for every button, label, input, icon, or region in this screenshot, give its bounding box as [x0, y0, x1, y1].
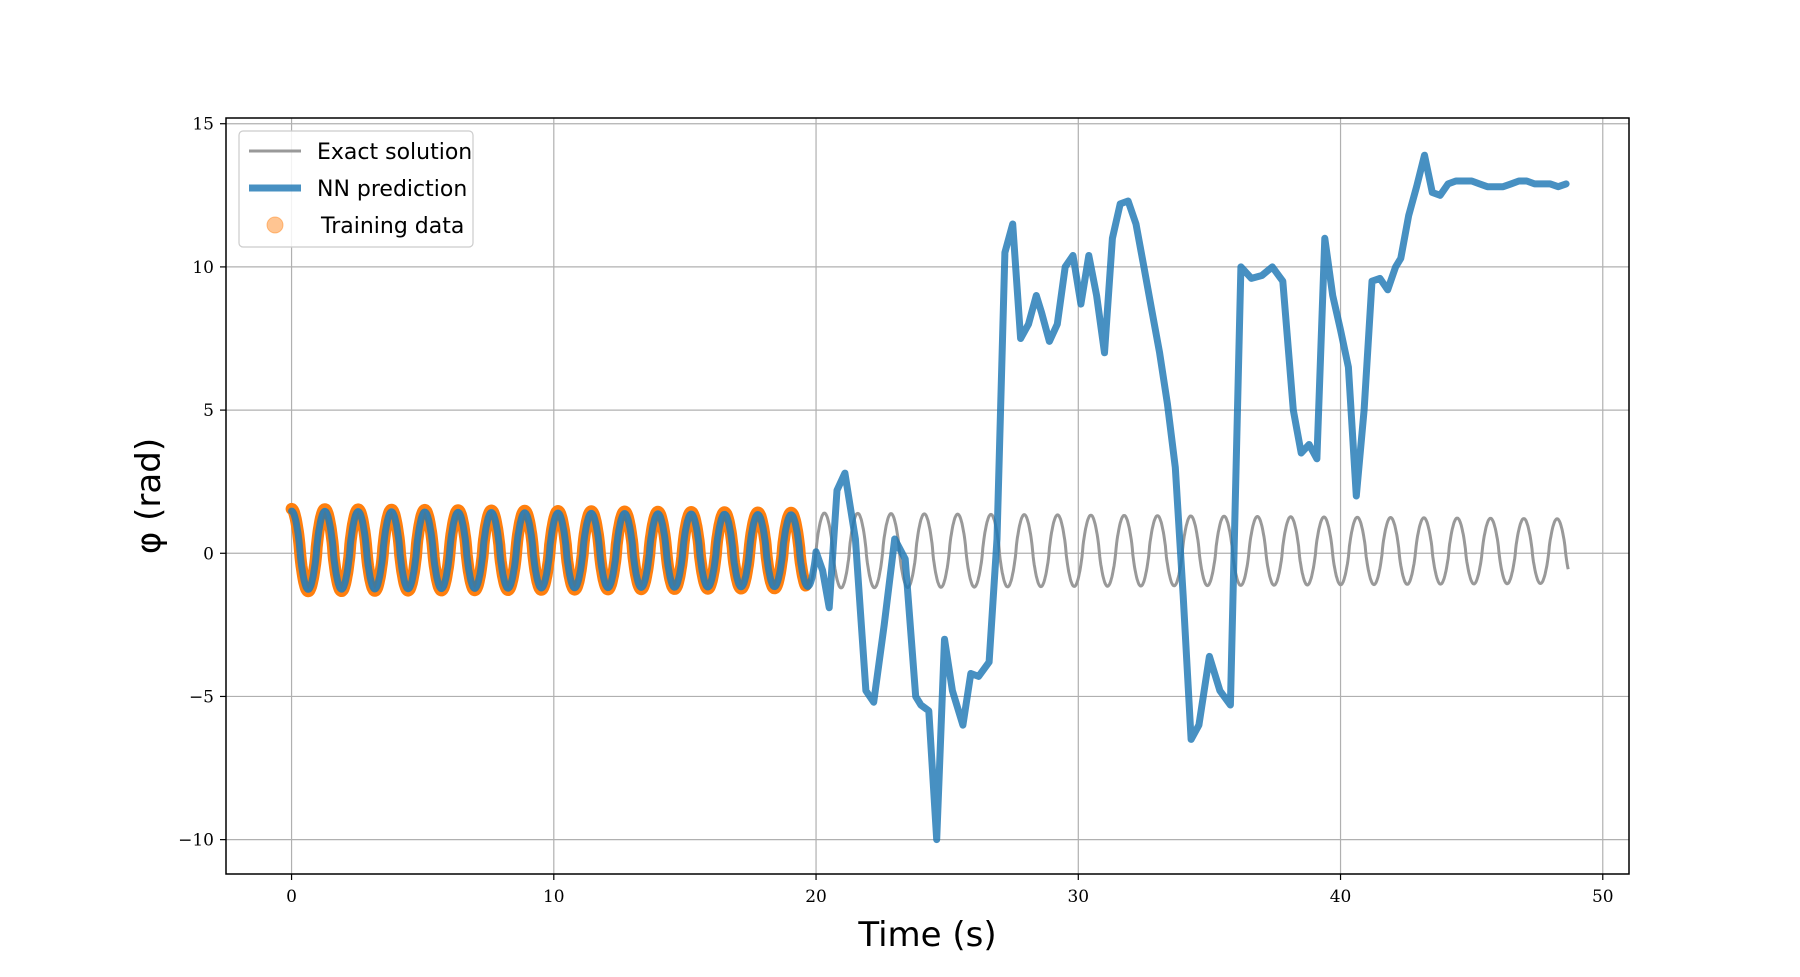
axes-frame: [225, 117, 1630, 875]
x-tick-label: 50: [1592, 887, 1614, 907]
legend-label-training: Training data: [320, 214, 464, 239]
x-tick-label: 10: [543, 887, 565, 907]
x-axis-label: Time (s): [857, 915, 996, 955]
x-tick-label: 0: [286, 887, 297, 907]
y-tick-label: −10: [178, 831, 214, 851]
legend-label-exact: Exact solution: [317, 140, 472, 165]
y-tick-label: 5: [203, 401, 214, 421]
legend-label-nn: NN prediction: [317, 177, 467, 202]
y-tick-label: 10: [192, 258, 214, 278]
y-tick-label: 15: [192, 115, 214, 135]
legend-swatch-training: [266, 216, 284, 234]
legend-box: [238, 130, 474, 248]
tick-layer: 0 10 20 30 40 50 −10 −5 0 5 10 15: [178, 115, 1613, 907]
x-tick-label: 40: [1330, 887, 1352, 907]
nn-prediction-series: [288, 151, 1570, 844]
y-tick-label: −5: [189, 687, 214, 707]
x-tick-label: 30: [1067, 887, 1089, 907]
legend: Exact solution NN prediction Training da…: [238, 130, 474, 248]
series-layer: [285, 151, 1570, 844]
x-tick-label: 20: [805, 887, 827, 907]
y-tick-label: 0: [203, 544, 214, 564]
plot-frame: [225, 117, 1630, 875]
y-axis-label: φ (rad): [129, 438, 169, 554]
grid: [226, 118, 1629, 874]
